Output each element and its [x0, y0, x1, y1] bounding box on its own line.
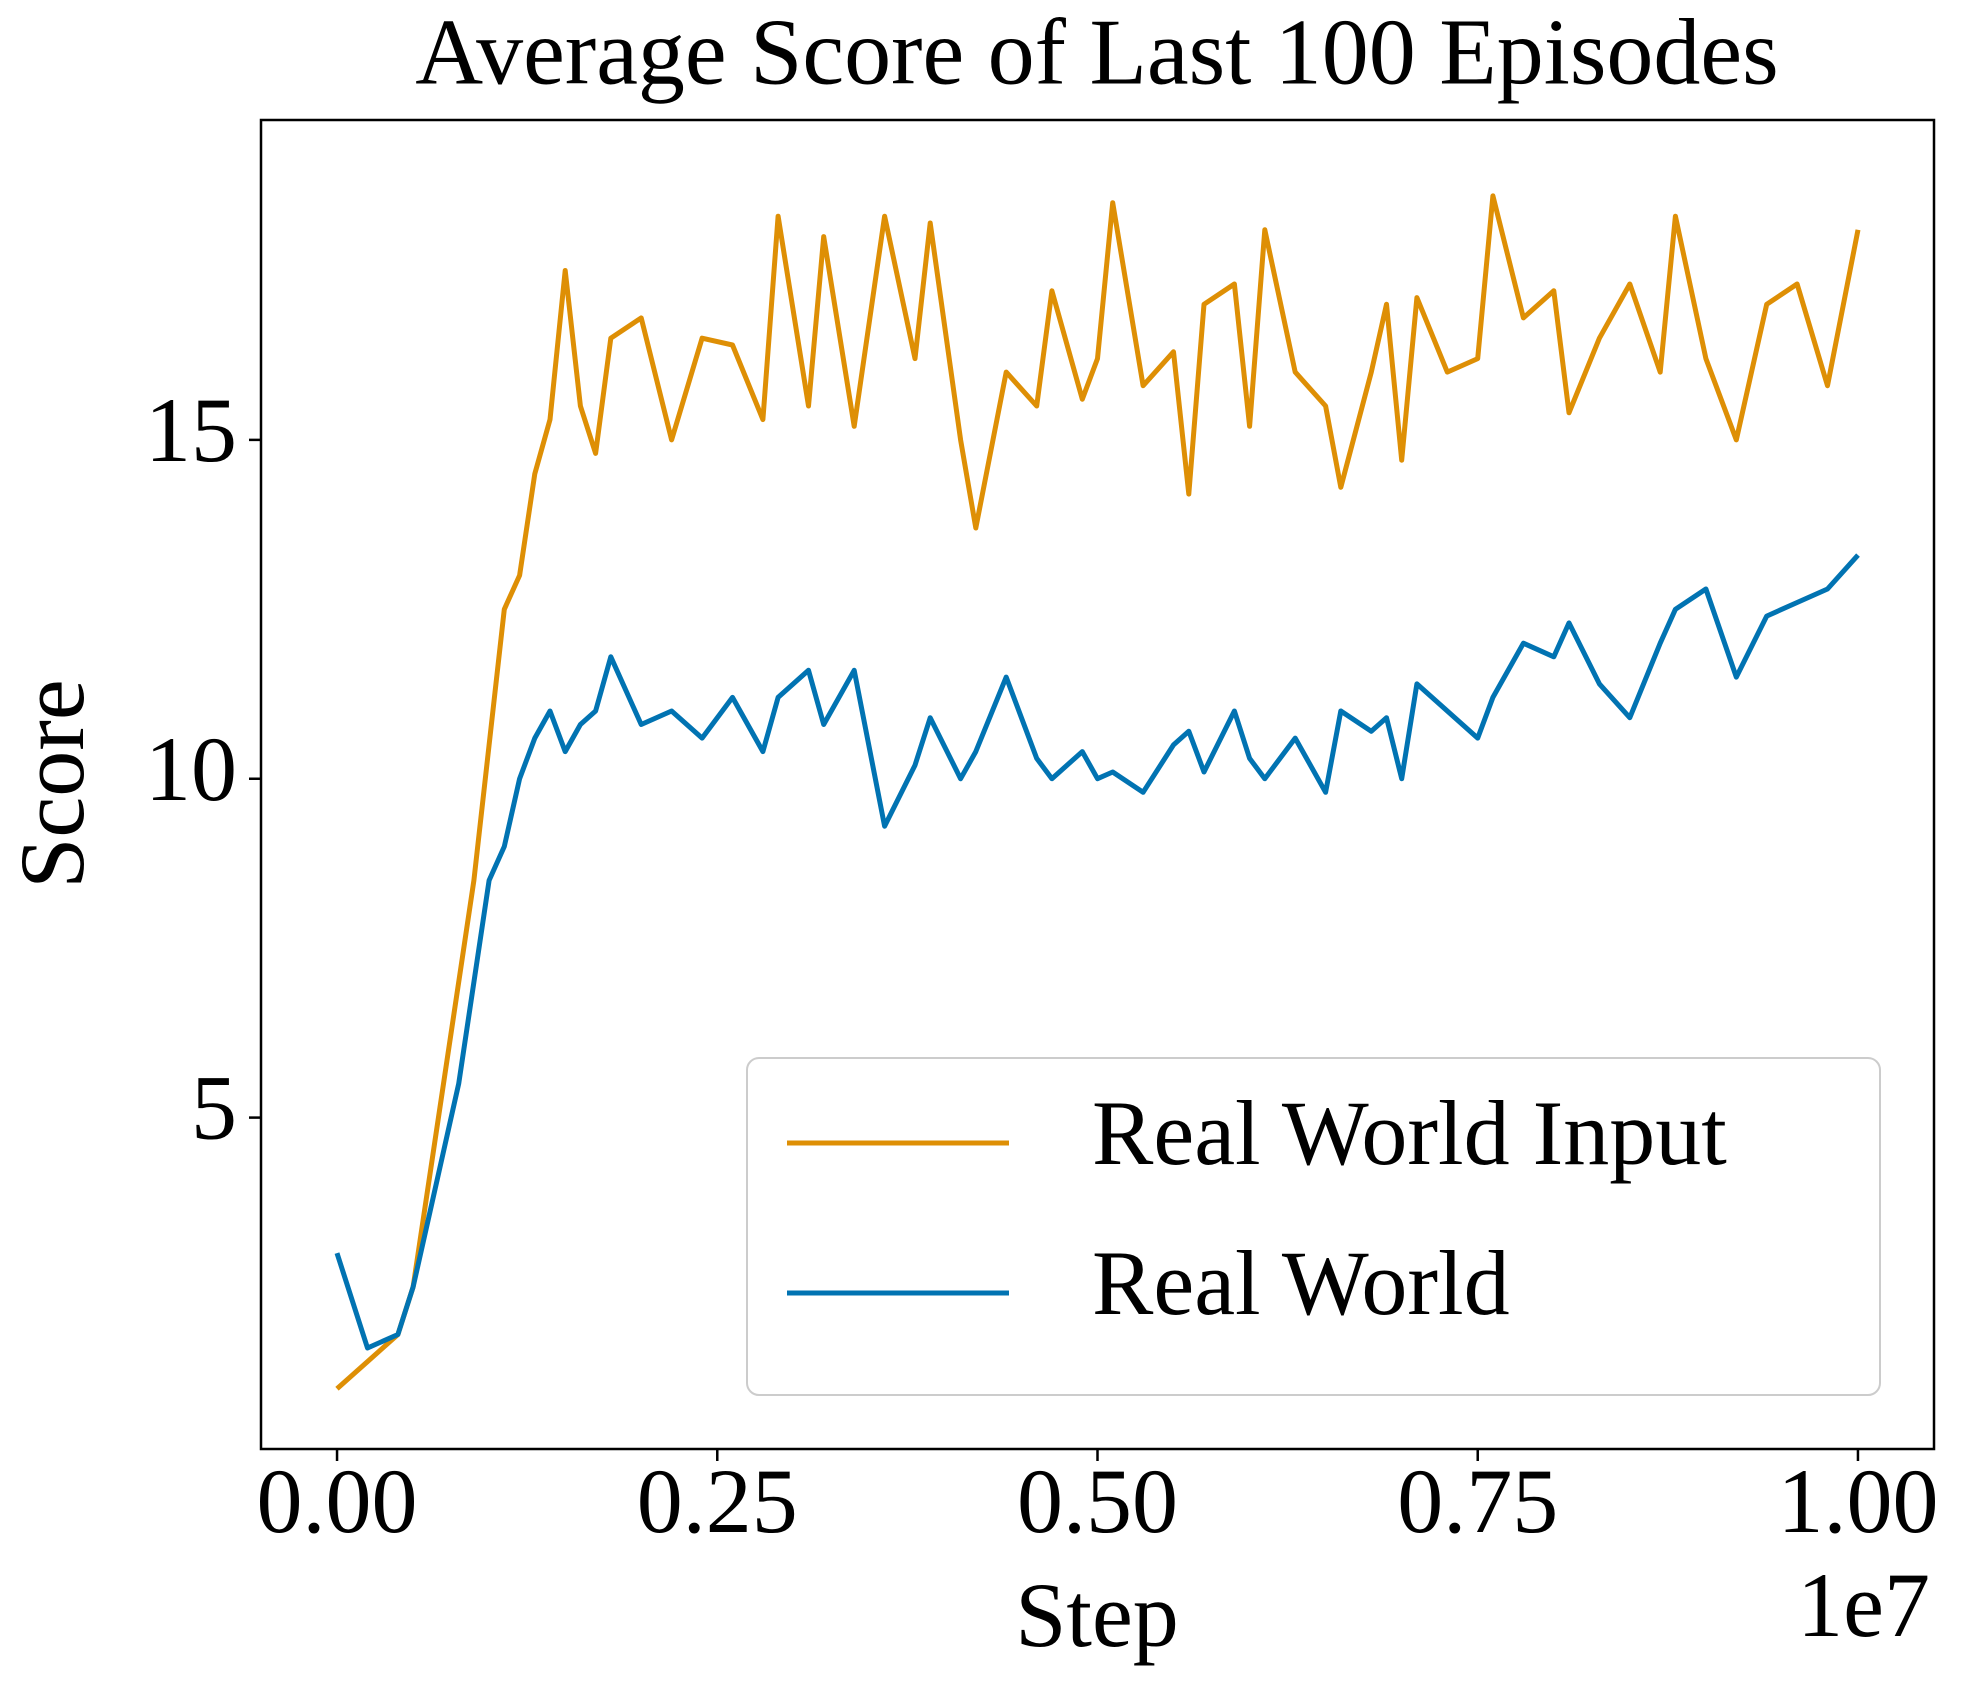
x-tick-label: 0.25: [637, 1450, 798, 1552]
data-line: [335, 193, 1861, 1391]
x-axis-label: Step: [1015, 1564, 1179, 1666]
x-offset-label: 1e7: [1797, 1554, 1930, 1656]
x-tick-label: 0.75: [1397, 1450, 1558, 1552]
x-tick-label: 0.00: [257, 1450, 418, 1552]
chart-title: Average Score of Last 100 Episodes: [415, 1, 1778, 105]
y-tick-label: 5: [191, 1057, 237, 1159]
data-line: [334, 553, 1860, 1351]
legend-label: Real World Input: [1092, 1082, 1727, 1184]
legend-label: Real World: [1092, 1232, 1510, 1334]
y-tick-label: 10: [145, 718, 237, 820]
legend-box: [746, 1057, 1881, 1396]
y-tick-label: 15: [145, 379, 237, 481]
x-tick-label: 1.00: [1777, 1450, 1938, 1552]
y-axis-label: Score: [1, 679, 103, 888]
x-tick-label: 0.50: [1017, 1450, 1178, 1552]
